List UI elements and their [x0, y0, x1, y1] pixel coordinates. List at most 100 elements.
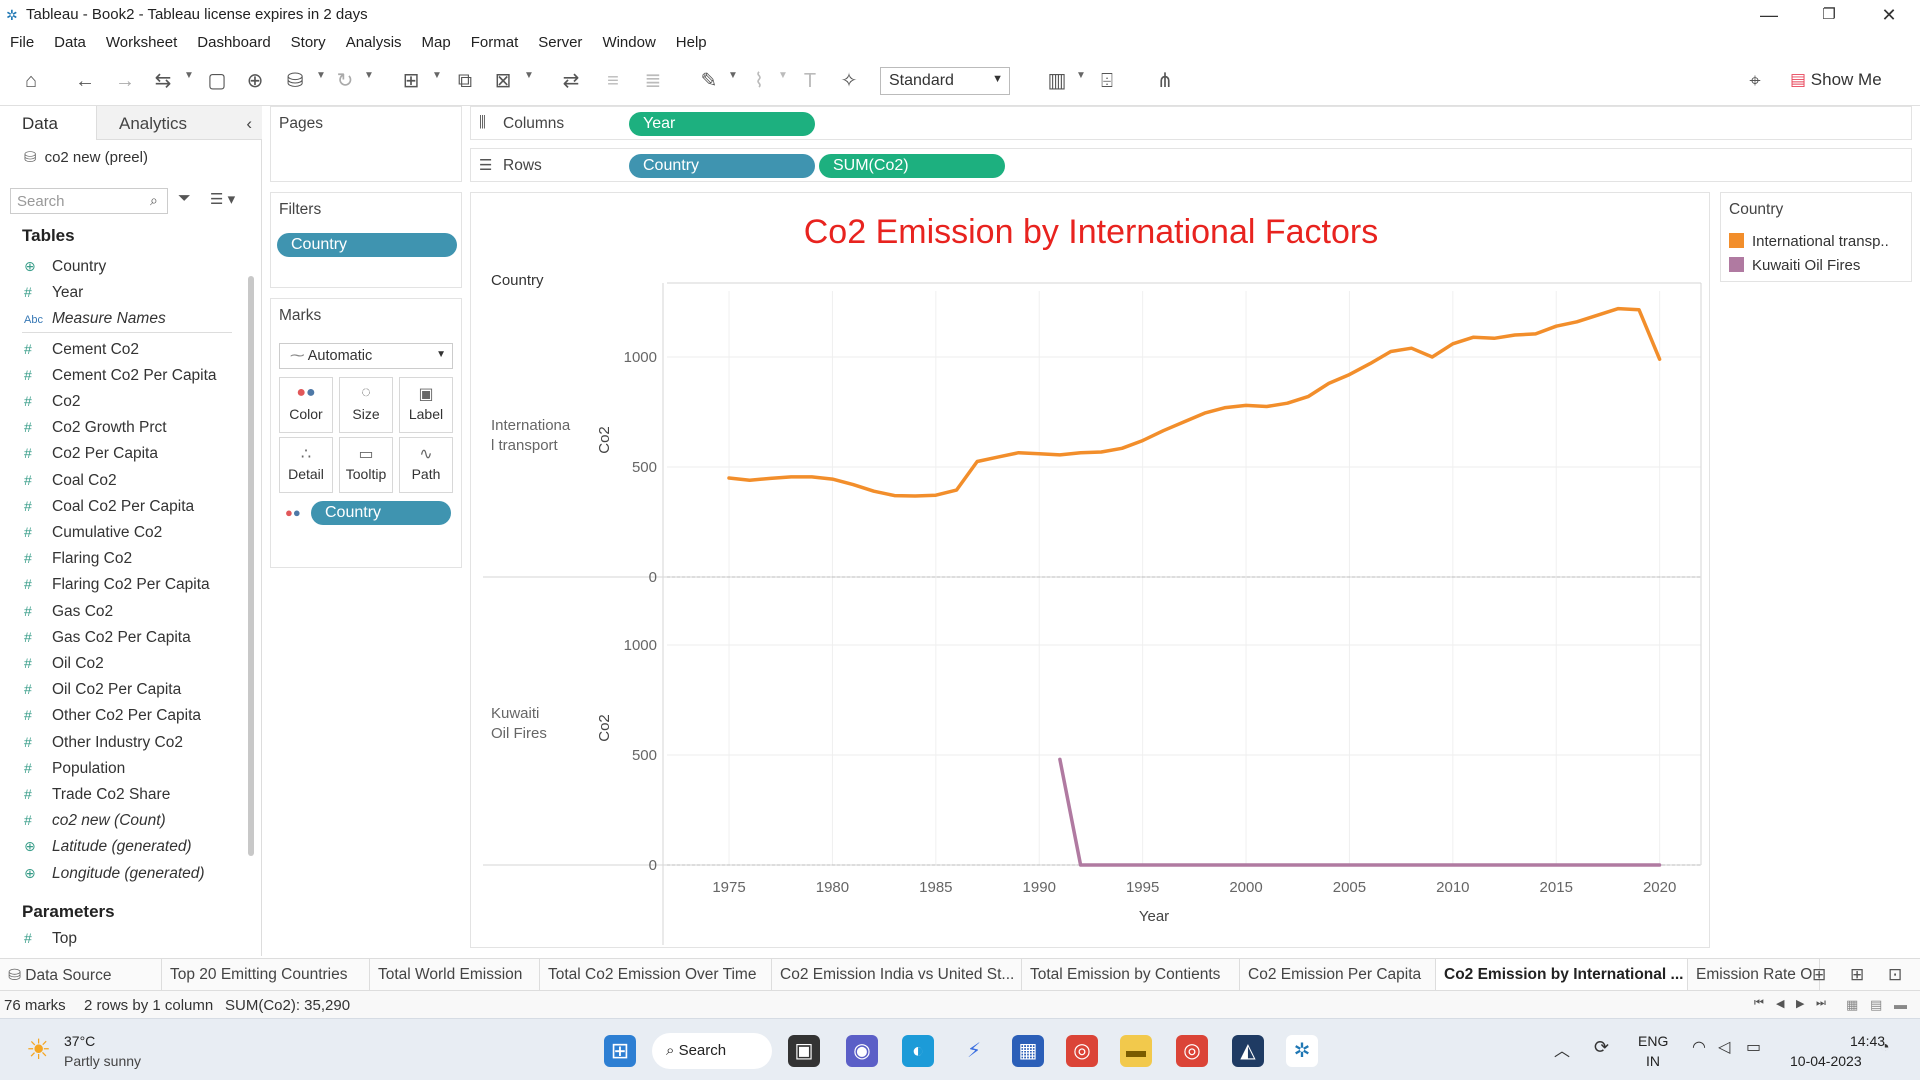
highlight-icon[interactable]: ✎ — [700, 70, 718, 92]
path-button[interactable]: ∿ Path — [399, 437, 453, 493]
sheet-tab[interactable]: Co2 Emission Per Capita — [1240, 959, 1436, 991]
field-measure-names[interactable]: Abc Measure Names — [24, 310, 166, 336]
size-button[interactable]: ◌ Size — [339, 377, 393, 433]
minimize-icon[interactable]: — — [1760, 5, 1778, 25]
chevron-up-icon[interactable]: ︿ — [1554, 1043, 1571, 1060]
marks-pill-country[interactable]: Country — [311, 501, 451, 525]
search-input[interactable]: Search — [10, 188, 168, 214]
scrollbar[interactable] — [248, 276, 254, 856]
field-other-industry-co2[interactable]: # Other Industry Co2 — [24, 734, 183, 760]
field-coal-co2-per-capita[interactable]: # Coal Co2 Per Capita — [24, 498, 194, 524]
battery-icon[interactable]: ▭ — [1746, 1039, 1762, 1056]
windows-start-icon[interactable]: ⊞ — [604, 1035, 636, 1067]
new-worksheet-icon[interactable]: ⊞ — [402, 70, 420, 92]
datasource-item[interactable]: ⛁ co2 new (preel) — [24, 148, 148, 166]
columns-shelf[interactable]: ⫼ Columns Year — [470, 106, 1912, 140]
field-trade-co2-share[interactable]: # Trade Co2 Share — [24, 786, 170, 812]
language-top[interactable]: ENG — [1638, 1033, 1669, 1049]
refresh-icon[interactable]: ↻ — [336, 70, 354, 92]
show-cards-icon[interactable]: ▥ — [1047, 70, 1067, 92]
columns-pill-year[interactable]: Year — [629, 112, 815, 136]
maximize-icon[interactable]: ❐ — [1822, 6, 1836, 23]
replay-icon[interactable]: ⇆ — [154, 70, 172, 92]
rows-shelf[interactable]: ☰ Rows Country SUM(Co2) — [470, 148, 1912, 182]
taskbar-search[interactable]: ⌕ Search — [652, 1033, 772, 1069]
menu-map[interactable]: Map — [421, 34, 451, 51]
file-explorer-icon[interactable]: ▬ — [1120, 1035, 1152, 1067]
save-icon[interactable]: ▢ — [207, 70, 227, 92]
mark-type-dropdown[interactable]: ⁓ Automatic ▼ — [279, 343, 453, 369]
grid-view-icon[interactable]: ▦ — [1846, 997, 1859, 1012]
view-options-icon[interactable]: ☰ ▾ — [210, 191, 236, 208]
rows-pill-sum-co2[interactable]: SUM(Co2) — [819, 154, 1005, 178]
clear-sheet-icon[interactable]: ⊠ — [494, 70, 512, 92]
menu-format[interactable]: Format — [470, 34, 519, 51]
duplicate-icon[interactable]: ⧉ — [457, 70, 473, 92]
chart-title[interactable]: Co2 Emission by International Factors — [803, 213, 1379, 251]
fit-dropdown[interactable]: Standard ▼ — [880, 67, 1010, 95]
group-icon[interactable]: ⌇ — [754, 70, 764, 92]
chevron-down-icon[interactable]: ▼ — [364, 70, 374, 81]
sheet-tab[interactable]: Total Co2 Emission Over Time — [540, 959, 772, 991]
share-icon[interactable]: ⋔ — [1156, 70, 1174, 92]
new-datasource-icon[interactable]: ⊕ — [246, 70, 264, 92]
legend-item-kuwaiti-oil-fires[interactable]: Kuwaiti Oil Fires — [1729, 257, 1860, 274]
chevron-down-icon[interactable]: ▼ — [524, 70, 534, 81]
show-me-button[interactable]: ▤ Show Me — [1790, 70, 1882, 90]
mysql-icon[interactable]: ◭ — [1232, 1035, 1264, 1067]
menu-server[interactable]: Server — [538, 34, 583, 51]
filters-shelf[interactable]: Filters Country — [270, 192, 462, 288]
chevron-down-icon[interactable]: ▼ — [184, 70, 194, 81]
tab-data[interactable]: Data — [0, 106, 96, 140]
sheet-tab[interactable]: Total World Emission — [370, 959, 540, 991]
rows-pill-country[interactable]: Country — [629, 154, 815, 178]
chevron-down-icon[interactable]: ▼ — [728, 70, 738, 81]
filter-icon[interactable]: ⏷ — [178, 190, 191, 207]
tabs-view-icon[interactable]: ▬ — [1894, 997, 1907, 1012]
sort-descending-icon[interactable]: ≣ — [644, 70, 662, 92]
collapse-icon[interactable]: ‹ — [246, 114, 252, 133]
field-cement-co2-per-capita[interactable]: # Cement Co2 Per Capita — [24, 367, 217, 393]
notifications-icon[interactable]: ◔ — [1880, 1039, 1890, 1056]
tab-analytics[interactable]: Analytics ‹ — [96, 106, 262, 140]
sheet-tab[interactable]: Emission Rate O — [1688, 959, 1820, 991]
clock-time[interactable]: 14:43 — [1850, 1033, 1886, 1049]
store-icon[interactable]: ▦ — [1012, 1035, 1044, 1067]
close-icon[interactable]: ✕ — [1881, 5, 1897, 25]
field-flaring-co2-per-capita[interactable]: # Flaring Co2 Per Capita — [24, 576, 210, 602]
legend-item-international-transport[interactable]: International transp.. — [1729, 233, 1889, 250]
field-gas-co2[interactable]: # Gas Co2 — [24, 603, 113, 629]
label-button[interactable]: ▣ Label — [399, 377, 453, 433]
field-country[interactable]: ⊕ Country — [24, 258, 106, 284]
swap-icon[interactable]: ⇄ — [562, 70, 580, 92]
field-co2-new-count[interactable]: # co2 new (Count) — [24, 812, 166, 838]
field-co2-growth-prct[interactable]: # Co2 Growth Prct — [24, 419, 167, 445]
field-co2-per-capita[interactable]: # Co2 Per Capita — [24, 445, 158, 471]
tooltip-button[interactable]: ▭ Tooltip — [339, 437, 393, 493]
field-gas-co2-per-capita[interactable]: # Gas Co2 Per Capita — [24, 629, 191, 655]
new-dashboard-icon[interactable]: ⊞ — [1850, 965, 1865, 984]
menu-data[interactable]: Data — [54, 34, 86, 51]
presentation-icon[interactable]: ⌹ — [1101, 70, 1113, 92]
task-view-icon[interactable]: ▣ — [788, 1035, 820, 1067]
menu-window[interactable]: Window — [602, 34, 656, 51]
field-latitude-generated[interactable]: ⊕ Latitude (generated) — [24, 838, 192, 864]
field-flaring-co2[interactable]: # Flaring Co2 — [24, 550, 132, 576]
undo-icon[interactable]: ← — [75, 70, 95, 92]
edge-icon[interactable]: ◐ — [902, 1035, 934, 1067]
new-story-icon[interactable]: ⊡ — [1888, 965, 1903, 984]
field-cumulative-co2[interactable]: # Cumulative Co2 — [24, 524, 162, 550]
pause-updates-icon[interactable]: ⛁ — [286, 70, 304, 92]
field-longitude-generated[interactable]: ⊕ Longitude (generated) — [24, 865, 205, 891]
menu-worksheet[interactable]: Worksheet — [105, 34, 178, 51]
weather-icon[interactable]: ☀ — [26, 1034, 52, 1065]
detail-button[interactable]: ∴ Detail — [279, 437, 333, 493]
sheet-tab[interactable]: Co2 Emission India vs United St... — [772, 959, 1022, 991]
sort-ascending-icon[interactable]: ≡ — [607, 70, 619, 92]
field-cement-co2[interactable]: # Cement Co2 — [24, 341, 139, 367]
field-oil-co2-per-capita[interactable]: # Oil Co2 Per Capita — [24, 681, 181, 707]
show-labels-icon[interactable]: T — [803, 70, 817, 92]
sheet-tab[interactable]: Co2 Emission by International ... — [1436, 959, 1688, 991]
menu-analysis[interactable]: Analysis — [345, 34, 402, 51]
menu-help[interactable]: Help — [675, 34, 707, 51]
